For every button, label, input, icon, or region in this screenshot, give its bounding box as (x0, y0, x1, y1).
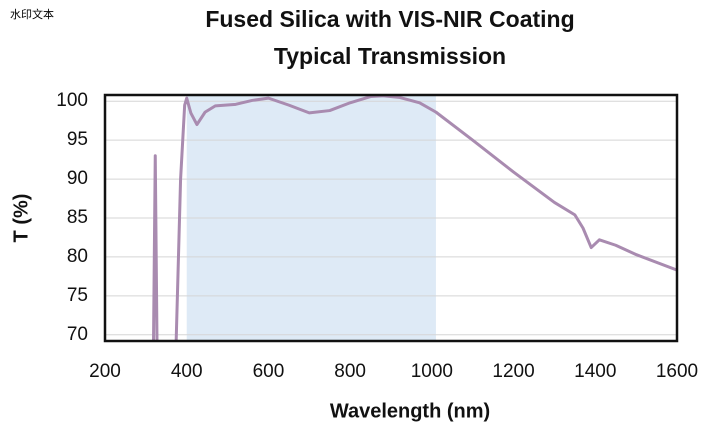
plot-frame (103, 93, 679, 343)
x-tick-label: 1400 (574, 361, 616, 382)
x-tick-label: 400 (171, 361, 203, 382)
x-axis-label: Wavelength (nm) (330, 400, 490, 422)
y-tick-label: 75 (67, 285, 88, 306)
y-tick-label: 80 (67, 246, 88, 267)
chart-subtitle: Typical Transmission (274, 43, 506, 69)
x-tick-label: 1000 (411, 361, 453, 382)
y-tick-label: 70 (67, 324, 88, 345)
y-tick-label: 90 (67, 168, 88, 189)
y-tick-label: 95 (67, 129, 88, 150)
watermark: 水印文本 (10, 7, 54, 21)
y-tick-label: 85 (67, 207, 88, 228)
chart-title: Fused Silica with VIS-NIR Coating (205, 6, 574, 32)
x-tick-label: 1600 (656, 361, 698, 382)
y-axis-label: T (%) (10, 194, 32, 243)
data-line (152, 95, 677, 341)
x-tick-label: 200 (89, 361, 121, 382)
y-tick-label: 100 (56, 90, 88, 111)
x-tick-label: 600 (253, 361, 285, 382)
x-tick-label: 1200 (492, 361, 534, 382)
x-tick-label: 800 (334, 361, 366, 382)
